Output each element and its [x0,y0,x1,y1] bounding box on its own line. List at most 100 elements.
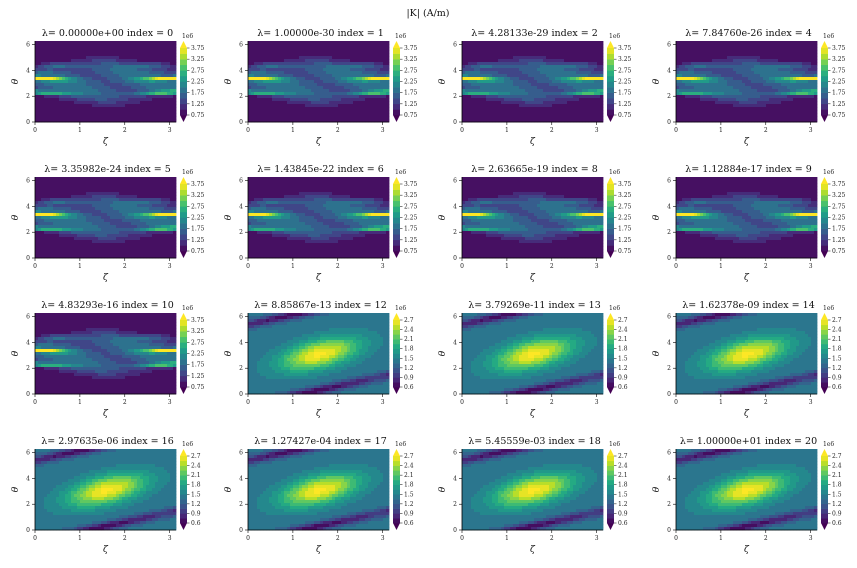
contour-cell [564,83,567,86]
contour-cell [742,101,745,104]
contour-cell [546,116,549,119]
contour-cell [365,95,368,98]
contour-cell [323,53,326,56]
contour-cell [465,86,468,89]
contour-cell [769,95,772,98]
contour-cell [700,53,703,56]
contour-cell [763,59,766,62]
contour-cell [486,110,489,113]
contour-cell [712,104,715,107]
contour-cell [495,86,498,89]
contour-cell [335,113,338,116]
contour-cell [474,86,477,89]
contour-cell [751,50,754,53]
contour-cell [143,68,146,71]
contour-cell [287,98,290,101]
contour-cell [116,71,119,74]
contour-cell [706,110,709,113]
contour-cell [769,56,772,59]
contour-cell [248,116,251,119]
contour-cell [128,41,131,44]
contour-cell [101,113,104,116]
contour-cell [143,116,146,119]
contour-cell [167,101,170,104]
contour-cell [742,59,745,62]
contour-cell [62,95,65,98]
contour-cell [486,65,489,68]
contour-cell [787,59,790,62]
contour-cell [158,89,161,92]
contour-cell [754,56,757,59]
contour-cell [748,56,751,59]
contour-cell [462,116,465,119]
contour-cell [53,59,56,62]
contour-cell [41,104,44,107]
contour-cell [531,74,534,77]
contour-cell [576,98,579,101]
contour-cell [362,101,365,104]
contour-cell [98,44,101,47]
contour-cell [766,95,769,98]
contour-cell [543,92,546,95]
contour-cell [498,107,501,110]
contour-cell [272,65,275,68]
contour-cell [59,47,62,50]
contour-cell [745,44,748,47]
contour-cell [248,83,251,86]
colorbar-level [607,93,614,99]
contour-cell [290,101,293,104]
contour-cell [588,59,591,62]
contour-cell [113,44,116,47]
contour-cell [498,101,501,104]
contour-cell [311,68,314,71]
contour-cell [35,95,38,98]
contour-cell [80,116,83,119]
contour-cell [128,50,131,53]
contour-cell [278,98,281,101]
contour-cell [688,86,691,89]
contour-cell [329,74,332,77]
contour-cell [263,59,266,62]
contour-cell [766,101,769,104]
contour-cell [709,89,712,92]
contour-cell [486,74,489,77]
contour-cell [305,53,308,56]
contour-cell [332,59,335,62]
contour-cell [155,113,158,116]
contour-cell [567,104,570,107]
contour-cell [739,74,742,77]
contour-cell [703,62,706,65]
contour-cell [311,59,314,62]
contour-cell [335,104,338,107]
contour-cell [766,77,769,80]
contour-cell [254,83,257,86]
contour-cell [299,80,302,83]
contour-cell [335,83,338,86]
contour-cell [143,80,146,83]
contour-cell [110,74,113,77]
contour-cell [56,47,59,50]
contour-cell [167,41,170,44]
contour-cell [320,77,323,80]
contour-cell [784,107,787,110]
contour-cell [495,62,498,65]
contour-cell [335,116,338,119]
contour-cell [287,116,290,119]
contour-cell [344,59,347,62]
contour-cell [305,92,308,95]
contour-cell [56,68,59,71]
contour-cell [564,77,567,80]
colorbar-tick-label: 1.25 [191,101,205,108]
contour-cell [582,77,585,80]
contour-cell [504,86,507,89]
contour-cell [772,53,775,56]
contour-cell [98,62,101,65]
contour-cell [766,116,769,119]
contour-cell [727,65,730,68]
contour-cell [35,107,38,110]
contour-cell [498,65,501,68]
contour-cell [344,62,347,65]
contour-cell [299,44,302,47]
colorbar-level [180,109,187,115]
contour-cell [600,62,603,65]
